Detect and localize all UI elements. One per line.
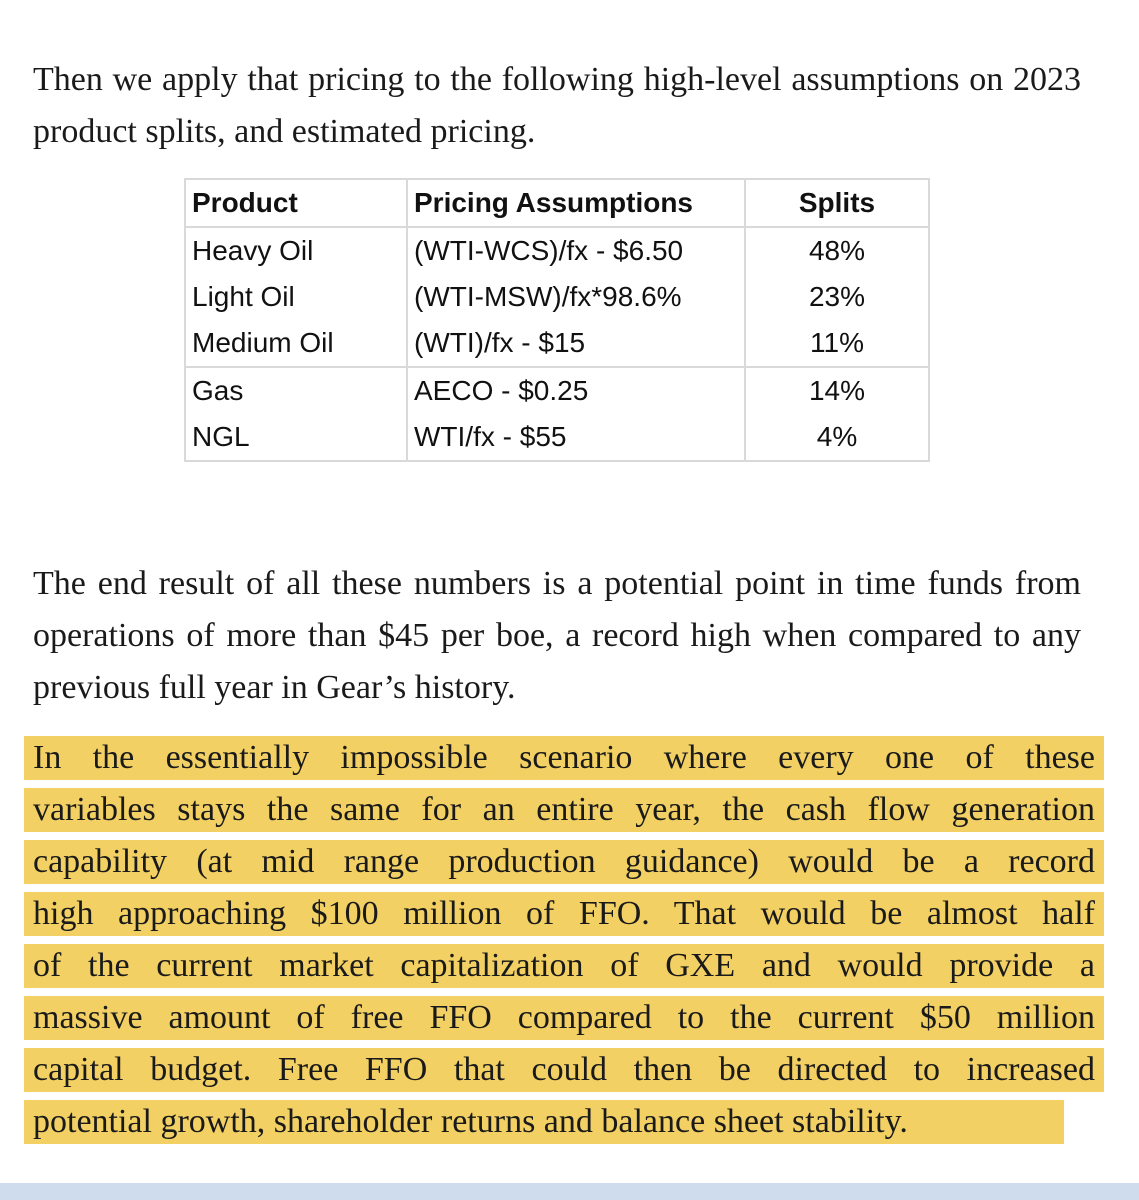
header-splits: Splits <box>744 178 930 228</box>
pricing-cell: AECO - $0.25 <box>406 366 746 414</box>
header-pricing-assumptions: Pricing Assumptions <box>406 178 746 228</box>
highlighted-line: capability (at mid range production guid… <box>24 840 1104 884</box>
table-row: Light Oil (WTI-MSW)/fx*98.6% 23% <box>184 274 930 320</box>
highlighted-line: massive amount of free FFO compared to t… <box>24 996 1104 1040</box>
table-row: Gas AECO - $0.25 14% <box>184 366 930 414</box>
pricing-cell: (WTI-MSW)/fx*98.6% <box>406 274 746 320</box>
highlighted-line: high approaching $100 million of FFO. Th… <box>24 892 1104 936</box>
split-cell: 48% <box>744 227 930 274</box>
table-row: Medium Oil (WTI)/fx - $15 11% <box>184 320 930 368</box>
result-paragraph: The end result of all these numbers is a… <box>33 565 1081 706</box>
highlighted-line: potential growth, shareholder returns an… <box>24 1100 1064 1144</box>
split-cell: 11% <box>744 320 930 368</box>
split-cell: 14% <box>744 366 930 414</box>
split-cell: 4% <box>744 414 930 462</box>
table-row: Heavy Oil (WTI-WCS)/fx - $6.50 48% <box>184 227 930 274</box>
table-header-row: Product Pricing Assumptions Splits <box>184 178 930 228</box>
intro-paragraph: Then we apply that pricing to the follow… <box>33 61 1081 150</box>
highlighted-paragraph: In the essentially impossible scenario w… <box>24 736 1104 1152</box>
product-cell: Heavy Oil <box>184 227 408 274</box>
product-cell: NGL <box>184 414 408 462</box>
highlighted-line: variables stays the same for an entire y… <box>24 788 1104 832</box>
product-cell: Light Oil <box>184 274 408 320</box>
highlighted-line: of the current market capitalization of … <box>24 944 1104 988</box>
header-product: Product <box>184 178 408 228</box>
product-cell: Gas <box>184 366 408 414</box>
pricing-assumptions-table: Product Pricing Assumptions Splits Heavy… <box>184 178 930 462</box>
split-cell: 23% <box>744 274 930 320</box>
table-row: NGL WTI/fx - $55 4% <box>184 414 930 462</box>
highlighted-line: capital budget. Free FFO that could then… <box>24 1048 1104 1092</box>
pricing-cell: (WTI-WCS)/fx - $6.50 <box>406 227 746 274</box>
pricing-cell: (WTI)/fx - $15 <box>406 320 746 368</box>
product-cell: Medium Oil <box>184 320 408 368</box>
highlighted-line: In the essentially impossible scenario w… <box>24 736 1104 780</box>
pricing-cell: WTI/fx - $55 <box>406 414 746 462</box>
bottom-scroll-bar <box>0 1183 1139 1200</box>
